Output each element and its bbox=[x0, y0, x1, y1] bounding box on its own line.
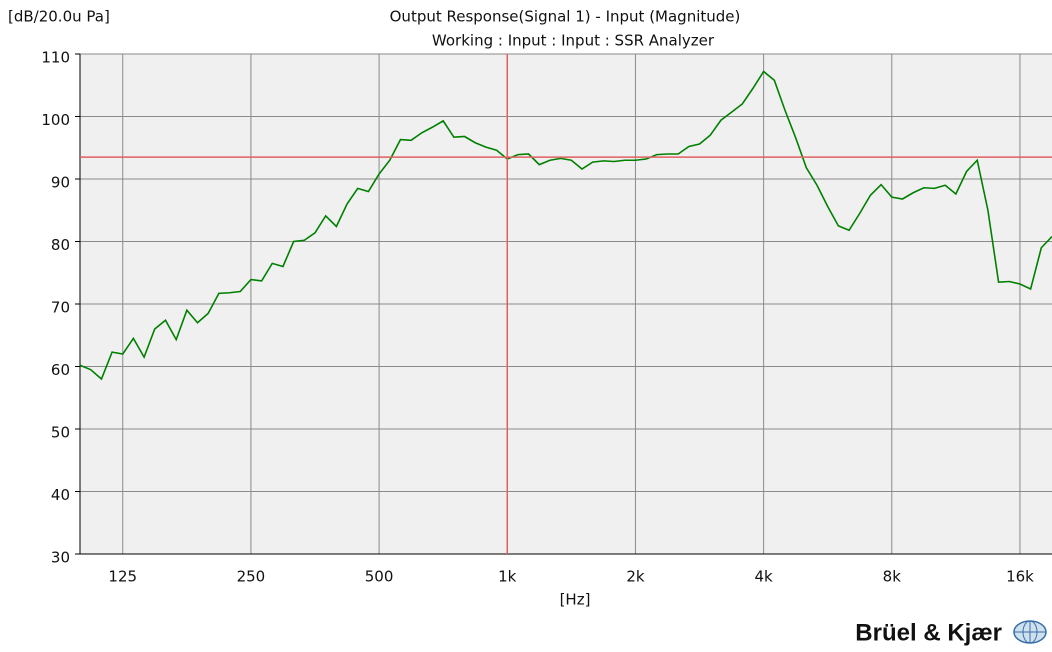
y-tick-label: 60 bbox=[51, 361, 70, 379]
x-tick-label: 2k bbox=[626, 568, 645, 586]
y-tick-label: 30 bbox=[51, 549, 70, 567]
chart-title: Output Response(Signal 1) - Input (Magni… bbox=[390, 8, 741, 26]
x-tick-label: 16k bbox=[1006, 568, 1034, 586]
x-tick-label: 1k bbox=[498, 568, 517, 586]
y-tick-label: 90 bbox=[51, 174, 70, 192]
y-tick-label: 40 bbox=[51, 486, 70, 504]
y-tick-label: 80 bbox=[51, 236, 70, 254]
x-tick-label: 4k bbox=[754, 568, 773, 586]
x-tick-label: 500 bbox=[365, 568, 394, 586]
y-tick-label: 50 bbox=[51, 424, 70, 442]
y-tick-label: 100 bbox=[41, 111, 70, 129]
x-tick-label: 125 bbox=[108, 568, 137, 586]
x-tick-label: 8k bbox=[883, 568, 902, 586]
x-tick-label: 250 bbox=[237, 568, 266, 586]
y-tick-label: 70 bbox=[51, 299, 70, 317]
chart-subtitle: Working : Input : Input : SSR Analyzer bbox=[432, 32, 715, 50]
brand-globe bbox=[1013, 620, 1047, 644]
x-axis-label: [Hz] bbox=[560, 591, 591, 609]
brand-logo: Brüel & Kjær bbox=[855, 619, 1002, 646]
y-tick-label: 110 bbox=[41, 49, 70, 67]
response-line bbox=[79, 70, 1052, 381]
y-axis-label: [dB/20.0u Pa] bbox=[8, 8, 110, 26]
